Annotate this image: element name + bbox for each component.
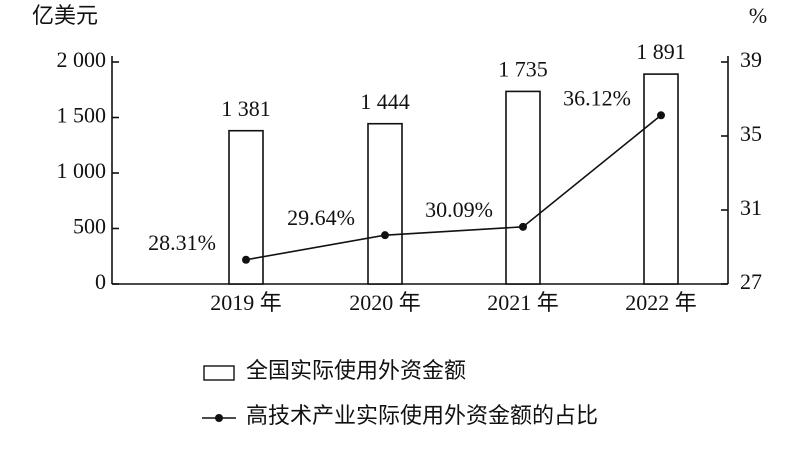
y2-tick-label: 27: [740, 269, 762, 294]
y2-tick-label: 31: [740, 195, 762, 220]
line-point: [657, 111, 665, 120]
y2-tick-label: 39: [740, 47, 762, 72]
y-tick-label: 2 000: [57, 47, 107, 72]
y-tick-label: 500: [73, 214, 106, 239]
y2-axis-title: %: [749, 3, 767, 28]
x-tick-label: 2019 年: [210, 290, 282, 315]
y-tick-label: 1 500: [57, 103, 107, 128]
y2-tick-label: 35: [740, 121, 762, 146]
legend-label: 高技术产业实际使用外资金额的占比: [246, 403, 598, 428]
line-value-label: 36.12%: [563, 85, 631, 110]
x-tick-label: 2020 年: [349, 290, 421, 315]
bar-value-label: 1 444: [360, 89, 410, 114]
y-tick-label: 0: [95, 269, 106, 294]
bar: [643, 73, 679, 285]
legend-swatch: [215, 414, 223, 422]
y-tick-label: 1 000: [57, 158, 107, 183]
bar-value-label: 1 381: [221, 96, 271, 121]
line-value-label: 28.31%: [148, 230, 216, 255]
line: [245, 114, 662, 261]
x-tick-label: 2021 年: [487, 290, 559, 315]
line-point: [519, 222, 527, 231]
line-value-label: 30.09%: [425, 197, 493, 222]
line-value-label: 29.64%: [287, 205, 355, 230]
y-axis-title: 亿美元: [32, 3, 98, 28]
x-tick-label: 2022 年: [625, 290, 697, 315]
bar-value-label: 1 891: [636, 39, 686, 64]
bar: [367, 122, 403, 285]
line-point: [242, 255, 250, 264]
bar: [505, 90, 541, 285]
legend-swatch: [203, 365, 235, 381]
legend-label: 全国实际使用外资金额: [246, 358, 466, 383]
line-point: [381, 231, 389, 240]
bar-value-label: 1 735: [498, 56, 548, 81]
